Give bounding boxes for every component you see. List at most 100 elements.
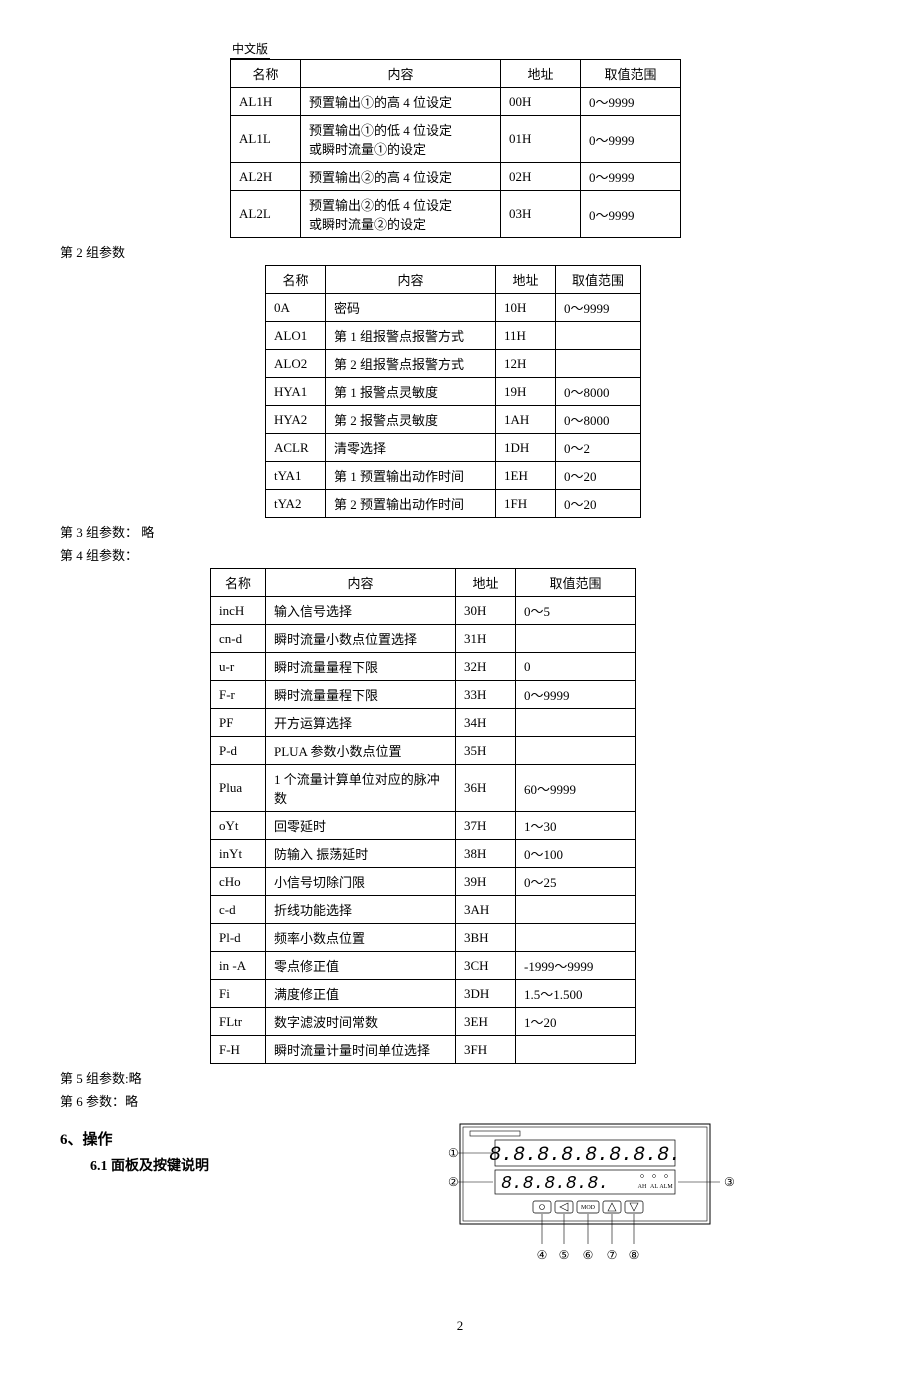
table-cell: 34H: [456, 709, 516, 737]
header-label: 中文版: [230, 40, 270, 59]
table-cell: 0～25: [516, 868, 636, 896]
table-cell: 密码: [326, 294, 496, 322]
table-row: Pl-d频率小数点位置3BH: [211, 924, 636, 952]
table-cell: 第 1 组报警点报警方式: [326, 322, 496, 350]
table-cell: F-r: [211, 681, 266, 709]
table-cell: 0～20: [556, 462, 641, 490]
table-cell: 3FH: [456, 1036, 516, 1064]
table-cell: 31H: [456, 625, 516, 653]
table-row: ALO2第 2 组报警点报警方式12H: [266, 350, 641, 378]
table-cell: 1EH: [496, 462, 556, 490]
table-header: 内容: [301, 60, 501, 88]
table-cell: 防输入 振荡延时: [266, 840, 456, 868]
table-row: F-r瞬时流量量程下限33H0～9999: [211, 681, 636, 709]
table-cell: 1 个流量计算单位对应的脉冲数: [266, 765, 456, 812]
table-cell: 3EH: [456, 1008, 516, 1036]
table-cell: 数字滤波时间常数: [266, 1008, 456, 1036]
table-cell: cHo: [211, 868, 266, 896]
table-header: 取值范围: [581, 60, 681, 88]
table-cell: 小信号切除门限: [266, 868, 456, 896]
table-cell: 3CH: [456, 952, 516, 980]
table-cell: incH: [211, 597, 266, 625]
table-cell: 0～9999: [581, 116, 681, 163]
table-cell: 1AH: [496, 406, 556, 434]
table-cell: inYt: [211, 840, 266, 868]
table-cell: 03H: [501, 191, 581, 238]
table-cell: PLUA 参数小数点位置: [266, 737, 456, 765]
table-cell: [556, 322, 641, 350]
table-cell: 01H: [501, 116, 581, 163]
table-header: 地址: [496, 266, 556, 294]
table-cell: u-r: [211, 653, 266, 681]
svg-text:⑧: ⑧: [629, 1248, 640, 1262]
table-row: AL2L预置输出②的低 4 位设定或瞬时流量②的设定03H0～9999: [231, 191, 681, 238]
table-cell: [516, 896, 636, 924]
table-cell: PF: [211, 709, 266, 737]
table-cell: 0～9999: [581, 163, 681, 191]
table-cell: 11H: [496, 322, 556, 350]
table-cell: Plua: [211, 765, 266, 812]
table-row: ALO1第 1 组报警点报警方式11H: [266, 322, 641, 350]
table-cell: 0～9999: [556, 294, 641, 322]
table-cell: F-H: [211, 1036, 266, 1064]
svg-text:②: ②: [448, 1175, 459, 1189]
label-group6: 第 6 参数：略: [60, 1091, 860, 1110]
table-cell: HYA1: [266, 378, 326, 406]
table-cell: 输入信号选择: [266, 597, 456, 625]
svg-text:⑤: ⑤: [559, 1248, 570, 1262]
table-cell: 35H: [456, 737, 516, 765]
table-cell: 预置输出①的低 4 位设定或瞬时流量①的设定: [301, 116, 501, 163]
svg-text:⑥: ⑥: [583, 1248, 594, 1262]
table-cell: oYt: [211, 812, 266, 840]
table-cell: 36H: [456, 765, 516, 812]
table-cell: [516, 1036, 636, 1064]
table-row: AL1L预置输出①的低 4 位设定或瞬时流量①的设定01H0～9999: [231, 116, 681, 163]
table-cell: 清零选择: [326, 434, 496, 462]
table-cell: 第 2 报警点灵敏度: [326, 406, 496, 434]
table-row: c-d折线功能选择3AH: [211, 896, 636, 924]
table-cell: 33H: [456, 681, 516, 709]
table-cell: 第 1 预置输出动作时间: [326, 462, 496, 490]
table-cell: 1～30: [516, 812, 636, 840]
table-cell: 0～100: [516, 840, 636, 868]
table-header: 地址: [456, 569, 516, 597]
svg-text:AH: AH: [638, 1184, 647, 1190]
table-row: HYA1第 1 报警点灵敏度19H0～8000: [266, 378, 641, 406]
table-cell: 0～2: [556, 434, 641, 462]
table-row: PF开方运算选择34H: [211, 709, 636, 737]
table-header: 内容: [266, 569, 456, 597]
table-row: u-r瞬时流量量程下限32H0: [211, 653, 636, 681]
table-row: 0A密码10H0～9999: [266, 294, 641, 322]
table-row: FLtr数字滤波时间常数3EH1～20: [211, 1008, 636, 1036]
table-cell: 30H: [456, 597, 516, 625]
label-group4: 第 4 组参数：: [60, 545, 860, 564]
table-cell: 频率小数点位置: [266, 924, 456, 952]
table-cell: 第 2 组报警点报警方式: [326, 350, 496, 378]
svg-text:MOD: MOD: [581, 1205, 596, 1211]
table-row: cn-d瞬时流量小数点位置选择31H: [211, 625, 636, 653]
table-cell: in -A: [211, 952, 266, 980]
table-cell: AL2H: [231, 163, 301, 191]
table-row: tYA1第 1 预置输出动作时间1EH0～20: [266, 462, 641, 490]
table-header: 名称: [266, 266, 326, 294]
table-header: 取值范围: [556, 266, 641, 294]
table-header: 名称: [231, 60, 301, 88]
table-cell: 瞬时流量小数点位置选择: [266, 625, 456, 653]
svg-text:③: ③: [724, 1175, 735, 1189]
label-group2: 第 2 组参数: [60, 242, 860, 261]
table-cell: AL1L: [231, 116, 301, 163]
table-cell: HYA2: [266, 406, 326, 434]
table-cell: 开方运算选择: [266, 709, 456, 737]
svg-text:AL: AL: [650, 1184, 658, 1190]
table-cell: 39H: [456, 868, 516, 896]
table-cell: 预置输出②的高 4 位设定: [301, 163, 501, 191]
table-row: AL2H预置输出②的高 4 位设定02H0～9999: [231, 163, 681, 191]
table-cell: 32H: [456, 653, 516, 681]
table-group2: 名称内容地址取值范围 0A密码10H0～9999ALO1第 1 组报警点报警方式…: [265, 265, 641, 518]
table-cell: Fi: [211, 980, 266, 1008]
table-cell: 1～20: [516, 1008, 636, 1036]
svg-text:④: ④: [537, 1248, 548, 1262]
section-6-1-heading: 6.1 面板及按键说明: [90, 1155, 209, 1175]
table-cell: 预置输出②的低 4 位设定或瞬时流量②的设定: [301, 191, 501, 238]
table-cell: 零点修正值: [266, 952, 456, 980]
